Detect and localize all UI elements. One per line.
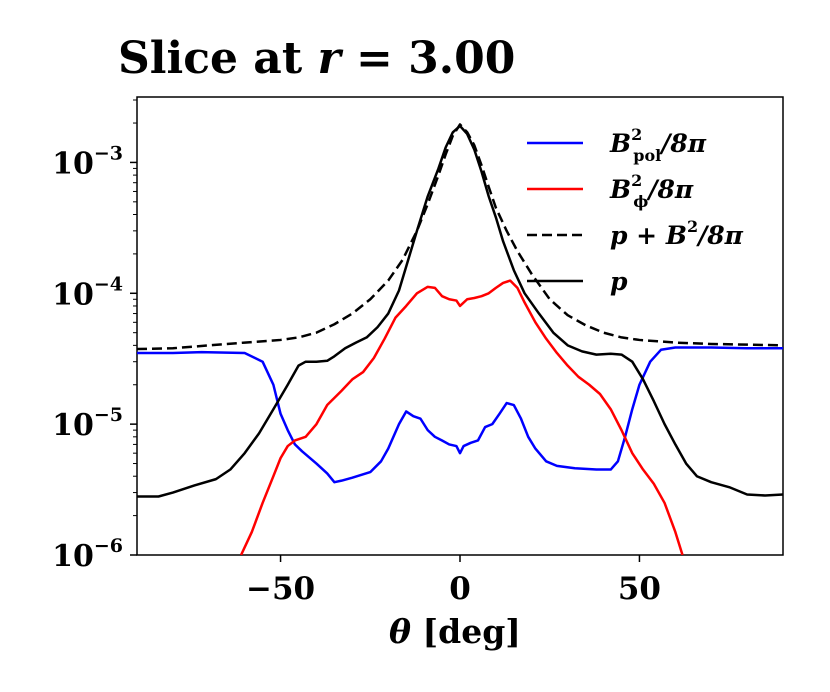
title-equals: = [341,33,409,84]
legend: B2 pol/8π B2 ϕ/8π p + B2/8π p [527,125,744,296]
y-tick-label: 10−4 [52,273,123,312]
legend-label-1: B2 ϕ/8π [609,171,694,211]
y-axis-ticks: 10−3 10−4 10−5 10−6 [52,99,137,574]
legend-label-3: p [610,267,628,296]
title-value: 3.00 [408,33,515,84]
series-line-3 [137,124,783,498]
title-variable: r [317,33,343,84]
svg-text:θ [deg]: θ [deg] [389,612,521,651]
x-axis-ticks: −50 0 50 [246,555,661,607]
x-axis-label: θ [deg] [389,612,521,651]
legend-label-0: B2 pol/8π [609,125,707,165]
x-tick-label: 0 [449,571,471,607]
x-tick-label: 50 [618,571,661,607]
plot-frame [136,96,784,556]
x-axis-symbol: θ [389,612,411,651]
x-axis-unit: [deg] [411,612,521,651]
legend-label-2: p + B2/8π [610,217,744,250]
series-layer [137,123,783,555]
svg-text:Slice at r = 3.00: Slice at r = 3.00 [118,33,515,84]
plot-area: −50 0 50 10−3 10−4 10−5 10−6 [52,96,784,607]
y-tick-label: 10−5 [52,404,123,443]
x-tick-label: −50 [246,571,315,607]
series-line-0 [137,346,783,484]
y-tick-label: 10−3 [52,142,123,181]
title-prefix: Slice at [118,33,317,84]
series-line-1 [239,279,684,555]
y-tick-label: 10−6 [52,535,123,574]
chart-title: Slice at r = 3.00 [118,33,515,84]
